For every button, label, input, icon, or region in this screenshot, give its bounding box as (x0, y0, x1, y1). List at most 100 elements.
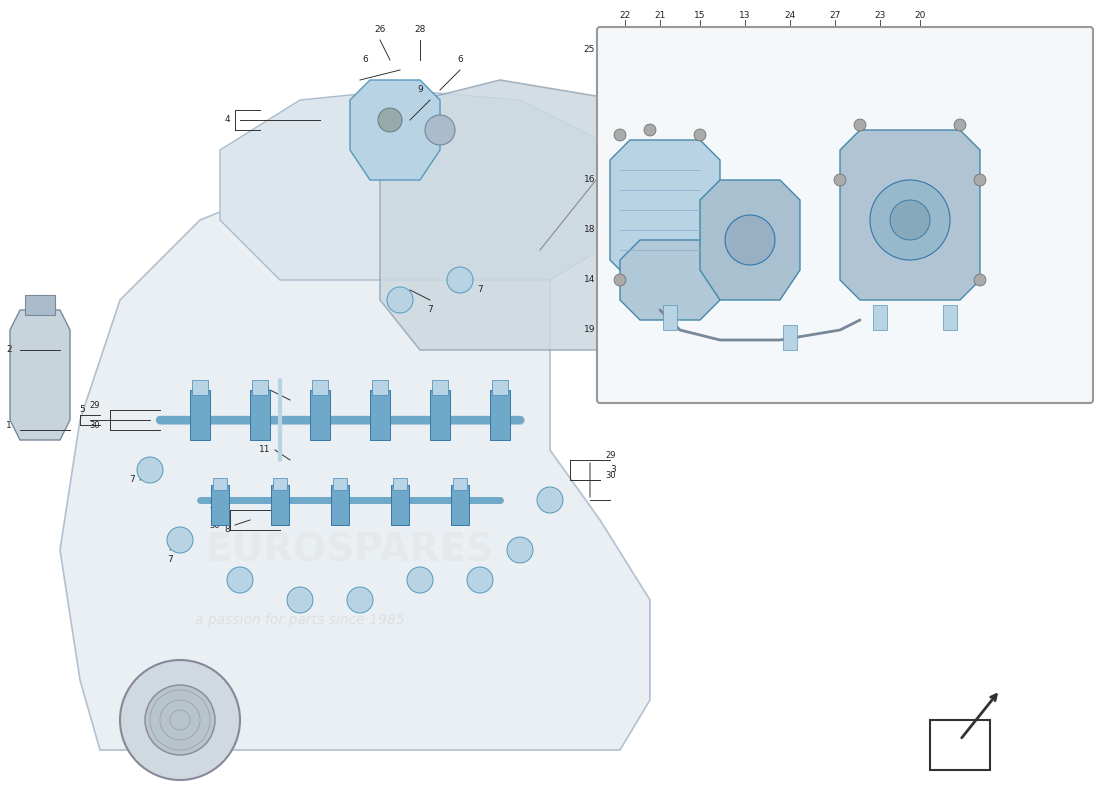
Bar (393, 478, 407, 490)
Bar (190, 390, 210, 440)
Bar (930, 720, 990, 770)
Text: 20: 20 (914, 10, 926, 19)
Text: 16: 16 (1005, 166, 1016, 174)
Bar (783, 325, 798, 350)
FancyBboxPatch shape (597, 27, 1093, 403)
Polygon shape (60, 150, 650, 750)
Circle shape (974, 174, 986, 186)
Bar (273, 478, 287, 490)
Circle shape (287, 587, 314, 613)
Text: 6: 6 (362, 55, 367, 65)
Polygon shape (350, 80, 440, 180)
Text: 29: 29 (89, 401, 100, 410)
Text: 7: 7 (427, 306, 433, 314)
Text: 4: 4 (224, 115, 230, 125)
Bar (333, 478, 346, 490)
Text: 30: 30 (89, 421, 100, 430)
Circle shape (954, 119, 966, 131)
Bar (310, 390, 330, 440)
Polygon shape (220, 90, 620, 280)
Bar (372, 380, 388, 395)
Circle shape (468, 567, 493, 593)
Text: 11: 11 (258, 446, 270, 454)
Bar (492, 380, 508, 395)
Text: 24: 24 (784, 10, 795, 19)
Circle shape (387, 287, 412, 313)
Bar (211, 485, 229, 525)
Circle shape (614, 129, 626, 141)
Circle shape (854, 119, 866, 131)
Bar (451, 485, 469, 525)
Circle shape (346, 587, 373, 613)
Circle shape (725, 215, 775, 265)
Bar (271, 485, 289, 525)
Circle shape (890, 200, 930, 240)
Circle shape (614, 274, 626, 286)
Bar (213, 478, 227, 490)
Text: 9: 9 (417, 86, 422, 94)
Bar (430, 390, 450, 440)
Circle shape (407, 567, 433, 593)
Text: 21: 21 (654, 10, 666, 19)
Text: 6: 6 (458, 55, 463, 65)
Text: 30: 30 (605, 470, 616, 479)
Text: 14: 14 (584, 275, 595, 285)
Circle shape (694, 129, 706, 141)
Bar (192, 380, 208, 395)
Bar (370, 390, 390, 440)
Text: 14: 14 (1005, 206, 1016, 214)
Bar (490, 390, 510, 440)
Text: 29: 29 (209, 501, 220, 510)
Text: 23: 23 (874, 10, 886, 19)
Text: 29: 29 (605, 450, 616, 459)
Circle shape (145, 685, 214, 755)
Circle shape (537, 487, 563, 513)
Text: 2: 2 (7, 346, 12, 354)
Text: 18: 18 (583, 226, 595, 234)
Text: a passion for parts since 1985: a passion for parts since 1985 (195, 613, 405, 627)
Text: 17: 17 (1005, 286, 1016, 294)
Polygon shape (10, 310, 70, 440)
Circle shape (227, 567, 253, 593)
Bar (250, 390, 270, 440)
Circle shape (138, 457, 163, 483)
Text: 8: 8 (224, 526, 230, 534)
Circle shape (507, 537, 534, 563)
Bar (453, 478, 468, 490)
Text: 15: 15 (1005, 126, 1016, 134)
Text: 26: 26 (374, 26, 386, 34)
Bar (252, 380, 268, 395)
Circle shape (644, 124, 656, 136)
Circle shape (447, 267, 473, 293)
Text: 15: 15 (694, 10, 706, 19)
Polygon shape (610, 140, 720, 280)
Text: 22: 22 (619, 10, 630, 19)
Text: 7: 7 (167, 555, 173, 565)
Bar (432, 380, 448, 395)
Circle shape (870, 180, 950, 260)
Text: EUROSPARES: EUROSPARES (206, 531, 494, 569)
Text: 19: 19 (583, 326, 595, 334)
Text: 16: 16 (583, 175, 595, 185)
Bar (390, 485, 409, 525)
Text: 12: 12 (1005, 246, 1016, 254)
Text: 7: 7 (130, 475, 135, 485)
Bar (331, 485, 349, 525)
Text: 13: 13 (739, 10, 750, 19)
Bar (312, 380, 328, 395)
Polygon shape (379, 80, 660, 350)
Circle shape (378, 108, 402, 132)
Text: 7: 7 (477, 286, 483, 294)
Circle shape (834, 174, 846, 186)
Text: 25: 25 (1005, 46, 1016, 54)
Circle shape (974, 274, 986, 286)
Text: 27: 27 (829, 10, 840, 19)
Text: 1: 1 (7, 421, 12, 430)
Text: 3: 3 (610, 466, 616, 474)
Bar (943, 305, 957, 330)
Circle shape (425, 115, 455, 145)
Text: 28: 28 (415, 26, 426, 34)
Text: 5: 5 (79, 406, 85, 414)
Text: 30: 30 (209, 521, 220, 530)
Text: 10: 10 (258, 386, 270, 394)
